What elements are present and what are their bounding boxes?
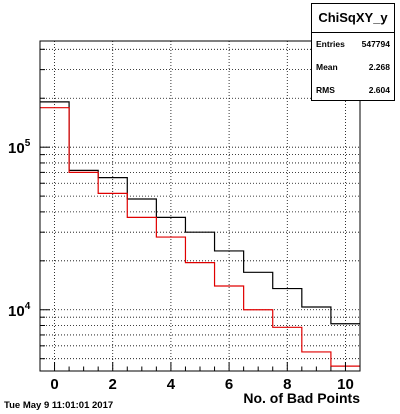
stats-row-rms: RMS 2.604	[312, 79, 394, 102]
tick-labels: 0 2 4 6 8 10 104 105	[8, 138, 354, 393]
histogram-series-1-outline	[40, 107, 360, 367]
stats-title: ChiSqXY_y	[312, 4, 394, 33]
x-tick-label: 6	[225, 376, 233, 393]
y-tick-label: 105	[8, 138, 31, 157]
x-tick-label: 2	[109, 376, 117, 393]
axis-ticks	[39, 48, 361, 371]
stats-row-mean: Mean 2.268	[312, 56, 394, 79]
x-tick-label: 10	[337, 376, 354, 393]
x-tick-label: 4	[167, 376, 176, 393]
x-tick-label: 8	[283, 376, 291, 393]
stats-value-rms: 2.604	[368, 85, 390, 95]
grid-lines	[40, 41, 360, 371]
x-axis-label: No. of Bad Points	[243, 390, 360, 406]
stats-row-entries: Entries 547794	[312, 33, 394, 56]
stats-value-entries: 547794	[361, 39, 390, 49]
stats-label-mean: Mean	[316, 62, 338, 72]
histogram-series-0-outline	[40, 101, 360, 325]
series-layer	[40, 101, 360, 367]
stats-box: ChiSqXY_y Entries 547794 Mean 2.268 RMS …	[311, 3, 395, 101]
stats-label-entries: Entries	[316, 39, 345, 49]
stats-value-mean: 2.268	[368, 62, 390, 72]
stats-label-rms: RMS	[316, 85, 335, 95]
y-tick-label: 104	[8, 301, 31, 320]
datestamp: Tue May 9 11:01:01 2017	[4, 400, 114, 411]
x-tick-label: 0	[50, 376, 58, 393]
